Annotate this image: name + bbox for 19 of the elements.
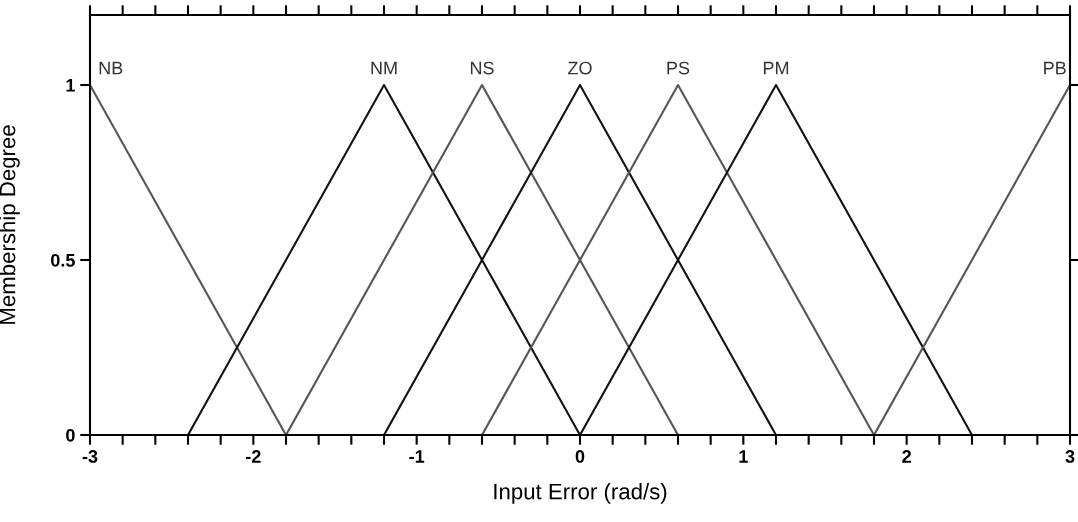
y-tick-label: 0.5 <box>51 253 75 267</box>
x-tick-label: -3 <box>82 450 98 463</box>
series-label: PB <box>1044 61 1066 75</box>
x-axis-title: Input Error (rad/s) <box>494 483 667 504</box>
series-label: ZO <box>568 61 592 75</box>
x-tick-label: 2 <box>902 450 911 463</box>
x-tick-label: 1 <box>739 450 748 463</box>
series-label: NB <box>99 61 123 75</box>
x-tick-label: -2 <box>246 450 261 463</box>
x-tick-label: 3 <box>1065 450 1075 463</box>
y-tick-label: 1 <box>66 79 75 92</box>
series-label: NM <box>371 61 397 75</box>
x-tick-label: -1 <box>409 450 425 463</box>
series-label: PS <box>667 61 690 75</box>
series-label: PM <box>763 61 789 75</box>
x-tick-label: 0 <box>575 450 585 463</box>
y-tick-label: 0 <box>66 428 75 442</box>
y-axis-title: Membership Degree <box>0 125 20 324</box>
series-label: NS <box>470 61 494 75</box>
